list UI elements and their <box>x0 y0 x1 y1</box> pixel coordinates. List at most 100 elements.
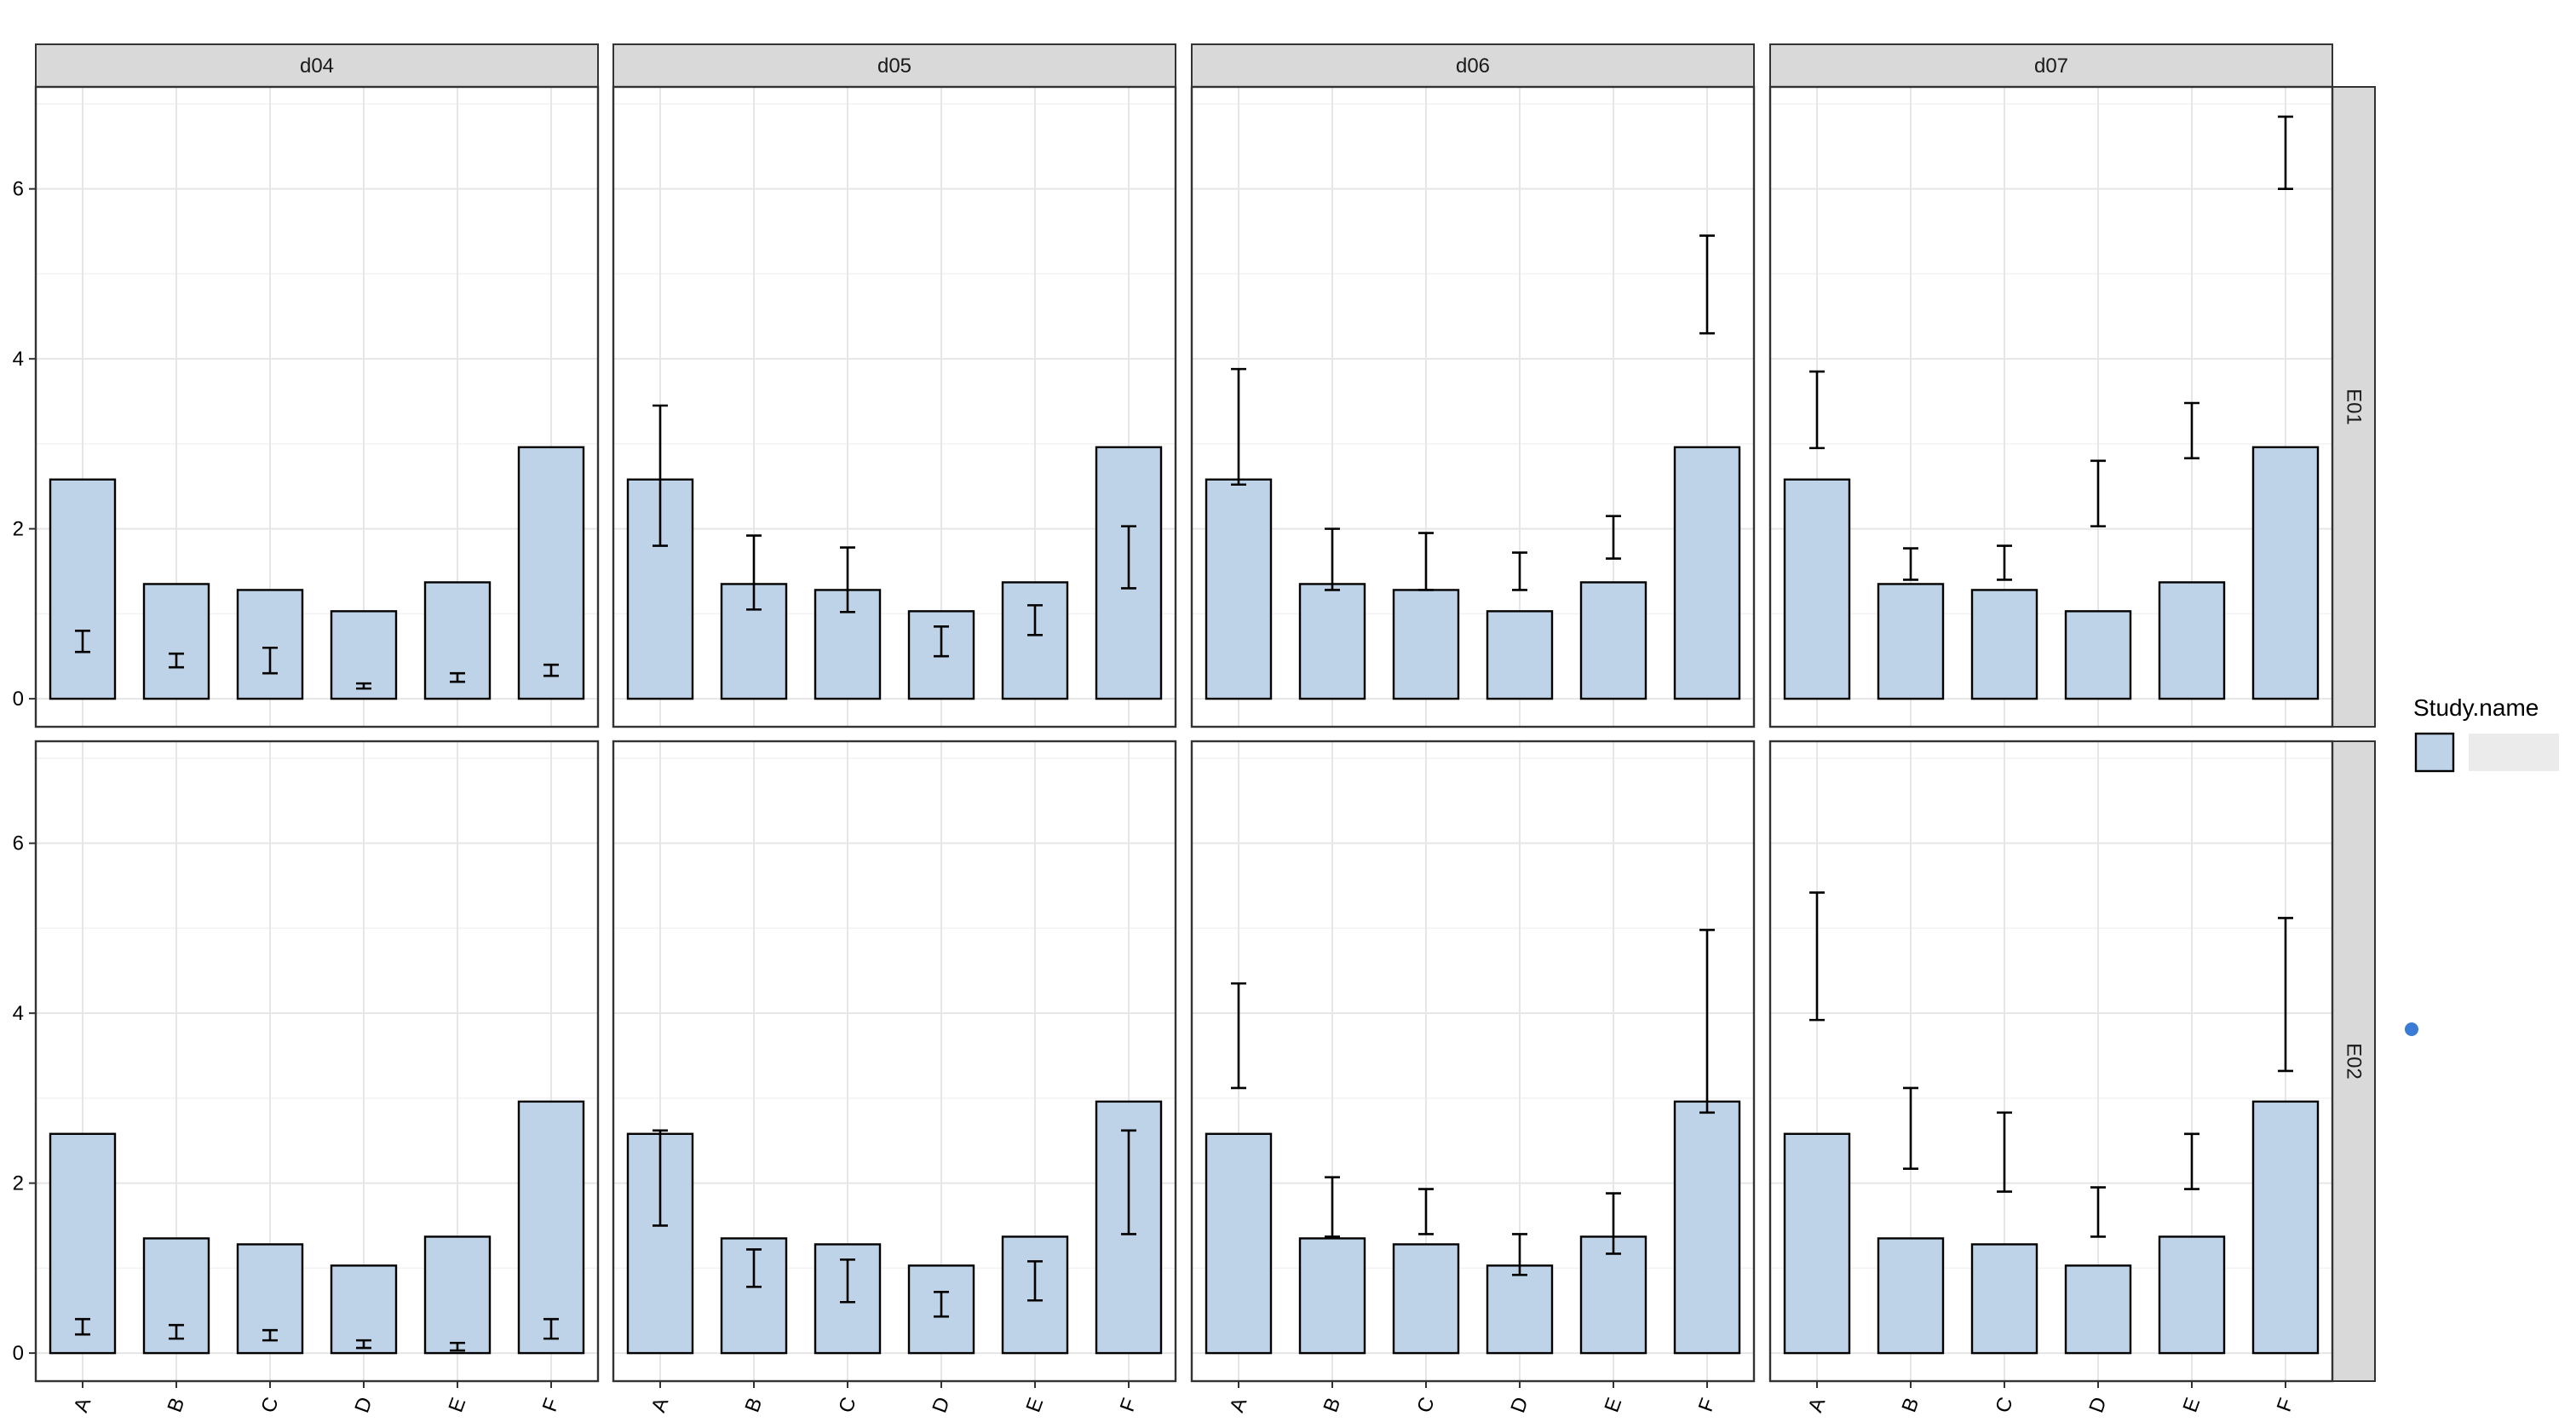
bar-d06-E01-E <box>1579 581 1647 700</box>
y-tick-label-E01-6: 6 <box>13 178 24 201</box>
y-tick-label-E02-0: 0 <box>13 1342 24 1365</box>
y-tick-label-E02-2: 2 <box>13 1172 24 1195</box>
panel-d04-E01 <box>34 85 600 728</box>
y-tick-label-E01-4: 4 <box>13 348 24 371</box>
x-tick-label-d04-C: C <box>256 1394 283 1416</box>
panel-border <box>1190 740 1756 1383</box>
x-tick-label-d05-C: C <box>834 1394 860 1416</box>
error-bar-d07-E02-B <box>1903 1086 1918 1170</box>
bar-d04-E01-A <box>49 478 117 700</box>
x-tick-label-d07-D: D <box>2084 1394 2111 1416</box>
error-bar-d07-E01-A <box>1809 370 1825 450</box>
bar-d06-E01-B <box>1298 583 1366 700</box>
bar-d07-E02-A <box>1783 1132 1851 1355</box>
error-bar-d06-E01-F <box>1699 234 1715 335</box>
facet-strip-E01 <box>2332 86 2376 728</box>
error-bar-d04-E02-F <box>543 1317 559 1340</box>
x-tick-label-d06-D: D <box>1506 1394 1532 1416</box>
legend-point-marker <box>2405 1022 2418 1036</box>
error-bar-d04-E01-A <box>75 630 90 654</box>
y-tick-label-E01-0: 0 <box>13 688 24 711</box>
x-tick-label-d05-A: A <box>647 1395 674 1415</box>
error-bar-d07-E02-D <box>2090 1186 2106 1238</box>
error-bar-d04-E02-A <box>75 1317 90 1336</box>
error-bar-d07-E02-A <box>1809 891 1825 1022</box>
panel-background <box>1770 741 2332 1381</box>
panel-d06-E01 <box>1190 85 1756 728</box>
error-bar-d07-E02-F <box>2278 917 2293 1073</box>
bar-d06-E02-D <box>1486 1264 1554 1355</box>
x-tick-label-d07-A: A <box>1804 1395 1831 1415</box>
bar-d06-E01-D <box>1486 610 1554 700</box>
error-bar-d04-E02-E <box>450 1341 465 1352</box>
panel-d07-E01 <box>1768 85 2334 728</box>
y-tick-label-E01-2: 2 <box>13 518 24 541</box>
panel-border <box>1190 85 1756 728</box>
bar-d07-E01-C <box>1970 589 2038 700</box>
panel-background <box>613 741 1176 1381</box>
facet-strip-label-d04: d04 <box>300 55 334 78</box>
x-tick-label-d07-B: B <box>1898 1395 1924 1415</box>
facet-strip-label-E01: E01 <box>2343 389 2366 425</box>
panel-d07-E02 <box>1768 740 2334 1383</box>
bar-d07-E02-F <box>2251 1100 2320 1355</box>
error-bar-d06-E02-C <box>1418 1188 1434 1235</box>
x-tick-label-d04-A: A <box>70 1395 96 1415</box>
error-bar-d05-E01-A <box>653 404 668 547</box>
error-bar-d06-E01-E <box>1606 515 1621 560</box>
error-bar-d07-E01-C <box>1997 544 2012 581</box>
x-tick-label-d06-A: A <box>1226 1395 1252 1415</box>
error-bar-d05-E01-B <box>746 534 762 611</box>
panel-border <box>34 85 600 728</box>
error-bar-d05-E01-C <box>840 546 855 613</box>
x-tick-label-d07-E: E <box>2179 1395 2205 1415</box>
error-bar-d07-E02-C <box>1997 1111 2012 1193</box>
bar-d07-E01-B <box>1877 583 1945 700</box>
facet-strip-d06 <box>1191 43 1755 88</box>
error-bar-d04-E02-C <box>262 1328 278 1342</box>
panel-border <box>612 740 1177 1383</box>
bar-d07-E01-D <box>2064 610 2132 700</box>
bar-d07-E02-E <box>2158 1235 2226 1355</box>
x-tick-label-d05-B: B <box>741 1395 768 1415</box>
bar-d07-E01-A <box>1783 478 1851 700</box>
error-bar-d06-E02-A <box>1231 982 1246 1090</box>
error-bar-d07-E02-E <box>2184 1132 2199 1190</box>
bar-d05-E01-E <box>1001 581 1069 700</box>
error-bar-d04-E02-D <box>356 1339 371 1350</box>
panel-background <box>1192 741 1754 1381</box>
bar-d06-E02-F <box>1673 1100 1741 1355</box>
bar-d04-E02-D <box>330 1264 398 1355</box>
bar-d07-E02-D <box>2064 1264 2132 1355</box>
error-bar-d04-E01-B <box>169 652 184 669</box>
bar-d06-E02-A <box>1205 1132 1273 1355</box>
legend-entry-box <box>2469 734 2559 771</box>
error-bar-d06-E02-D <box>1512 1233 1527 1276</box>
error-bar-d04-E02-B <box>169 1323 184 1340</box>
panel-background <box>1770 87 2332 727</box>
panel-background <box>36 741 598 1381</box>
error-bar-d05-E01-F <box>1121 525 1136 590</box>
bar-d04-E02-A <box>49 1132 117 1355</box>
error-bar-d05-E02-A <box>653 1129 668 1227</box>
facet-strip-d05 <box>612 43 1176 88</box>
bar-d07-E01-F <box>2251 446 2320 700</box>
bar-d04-E02-F <box>517 1100 585 1355</box>
error-bar-d06-E01-A <box>1231 367 1246 487</box>
error-bar-d05-E02-F <box>1121 1129 1136 1235</box>
error-bar-d05-E01-E <box>1027 604 1043 636</box>
x-tick-label-d05-E: E <box>1022 1395 1049 1415</box>
bar-d04-E01-B <box>142 583 210 700</box>
error-bar-d05-E02-E <box>1027 1260 1043 1302</box>
x-tick-label-d04-E: E <box>445 1395 471 1415</box>
panel-background <box>613 87 1176 727</box>
panel-d04-E02 <box>34 740 600 1383</box>
x-tick-label-d04-B: B <box>164 1395 190 1415</box>
x-tick-label-d06-B: B <box>1320 1395 1346 1415</box>
bar-d06-E01-C <box>1392 589 1460 700</box>
facet-strip-d04 <box>35 43 599 88</box>
x-tick-label-d07-F: F <box>2273 1395 2298 1414</box>
error-bar-d04-E01-F <box>543 663 559 677</box>
error-bar-d06-E02-B <box>1325 1176 1340 1238</box>
error-bar-d06-E01-B <box>1325 527 1340 591</box>
